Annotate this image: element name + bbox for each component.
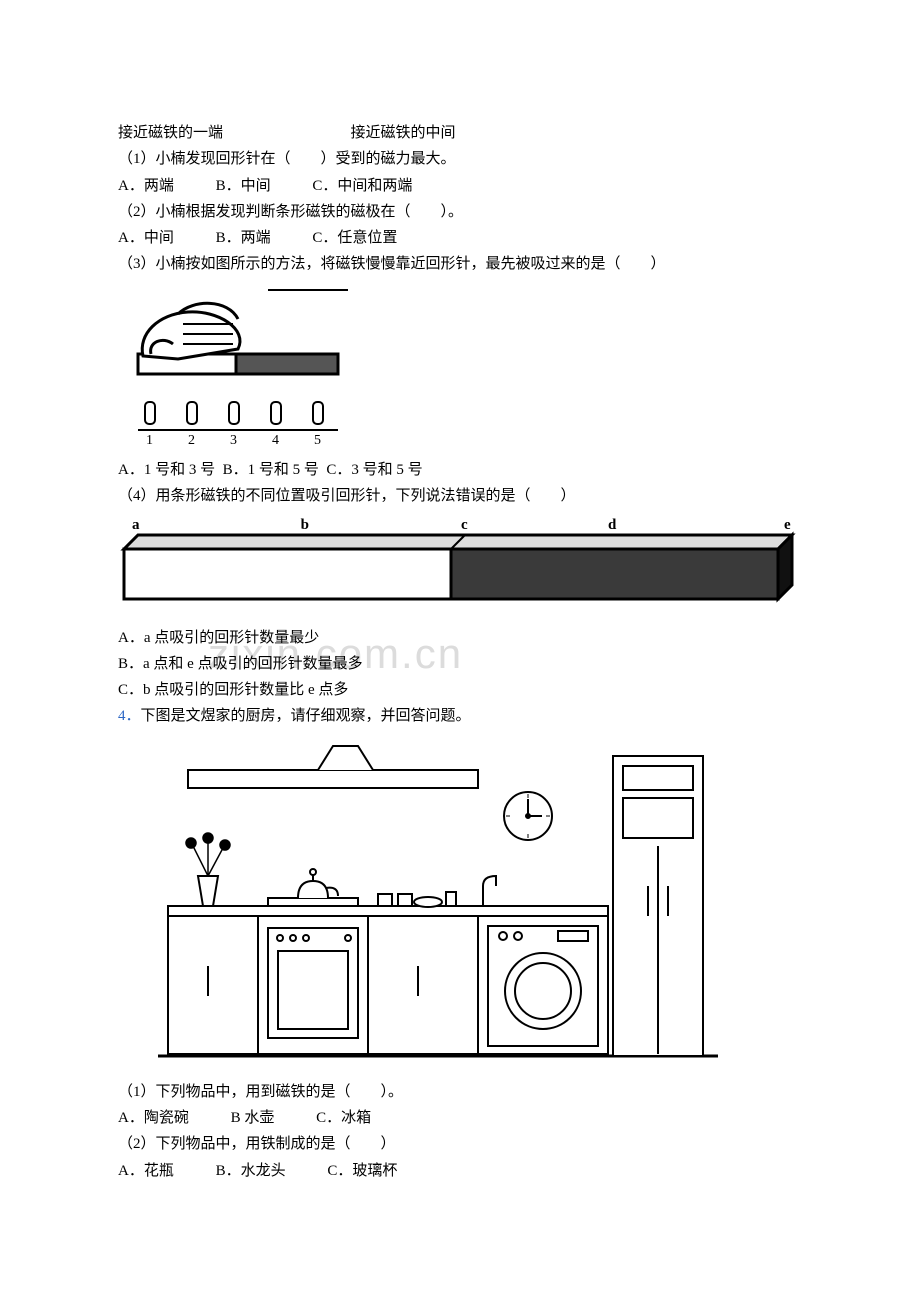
bq1-opt-c: C．冰箱: [316, 1110, 371, 1126]
svg-text:d: d: [608, 517, 617, 533]
svg-text:1: 1: [146, 433, 153, 444]
q1-opt-b: B．中间: [216, 178, 271, 194]
q2-opt-a: A．中间: [118, 230, 174, 246]
q3-opt-b: B．1 号和 5 号: [223, 462, 319, 478]
big-q4: 4．下图是文煜家的厨房，请仔细观察，并回答问题。: [118, 703, 802, 729]
bq1-opt-b: B 水壶: [231, 1110, 275, 1126]
q1-options: A．两端 B．中间 C．中间和两端: [118, 173, 802, 199]
svg-text:b: b: [301, 517, 309, 533]
q1-opt-c: C．中间和两端: [312, 178, 412, 194]
q3-options: A．1 号和 3 号 B．1 号和 5 号 C．3 号和 5 号: [118, 457, 802, 483]
bq2-opt-b: B．水龙头: [216, 1163, 286, 1179]
row-header: 接近磁铁的一端 接近磁铁的中间: [118, 120, 802, 146]
svg-text:e: e: [784, 517, 791, 533]
q2-options: A．中间 B．两端 C．任意位置: [118, 225, 802, 251]
hand-diagram: 1 2 3 4 5: [118, 284, 802, 453]
bq2-opt-c: C．玻璃杯: [327, 1163, 397, 1179]
q1-opt-a: A．两端: [118, 178, 174, 194]
svg-text:3: 3: [230, 433, 237, 444]
bq2-options: A．花瓶 B．水龙头 C．玻璃杯: [118, 1158, 802, 1184]
svg-text:c: c: [461, 517, 468, 533]
svg-text:4: 4: [272, 433, 279, 444]
svg-text:2: 2: [188, 433, 195, 444]
svg-text:a: a: [132, 517, 140, 533]
bq1-options: A．陶瓷碗 B 水壶 C．冰箱: [118, 1105, 802, 1131]
q3-opt-c: C．3 号和 5 号: [326, 462, 422, 478]
kitchen-diagram: [118, 736, 802, 1075]
big-q4-text: 下图是文煜家的厨房，请仔细观察，并回答问题。: [141, 708, 471, 724]
svg-text:5: 5: [314, 433, 321, 444]
q4-opt-a: A．a 点吸引的回形针数量最少: [118, 625, 802, 651]
q2-opt-b: B．两端: [216, 230, 271, 246]
big-q4-num: 4．: [118, 708, 141, 724]
q3: （3）小楠按如图所示的方法，将磁铁慢慢靠近回形针，最先被吸过来的是（ ）: [118, 251, 802, 277]
bar-diagram: a b c d e: [118, 515, 802, 620]
q2-opt-c: C．任意位置: [312, 230, 397, 246]
q3-opt-a: A．1 号和 3 号: [118, 462, 215, 478]
q4-opt-b: B．a 点和 e 点吸引的回形针数量最多: [118, 651, 802, 677]
q4: （4）用条形磁铁的不同位置吸引回形针，下列说法错误的是（ ）: [118, 483, 802, 509]
bq1-opt-a: A．陶瓷碗: [118, 1110, 189, 1126]
row-header-a: 接近磁铁的一端: [118, 125, 223, 141]
q2: （2）小楠根据发现判断条形磁铁的磁极在（ ）。: [118, 199, 802, 225]
row-header-b: 接近磁铁的中间: [351, 125, 456, 141]
bq1: （1）下列物品中，用到磁铁的是（ ）。: [118, 1079, 802, 1105]
q1: （1）小楠发现回形针在（ ）受到的磁力最大。: [118, 146, 802, 172]
q4-opt-c: C．b 点吸引的回形针数量比 e 点多: [118, 677, 802, 703]
bq2: （2）下列物品中，用铁制成的是（ ）: [118, 1131, 802, 1157]
bq2-opt-a: A．花瓶: [118, 1163, 174, 1179]
